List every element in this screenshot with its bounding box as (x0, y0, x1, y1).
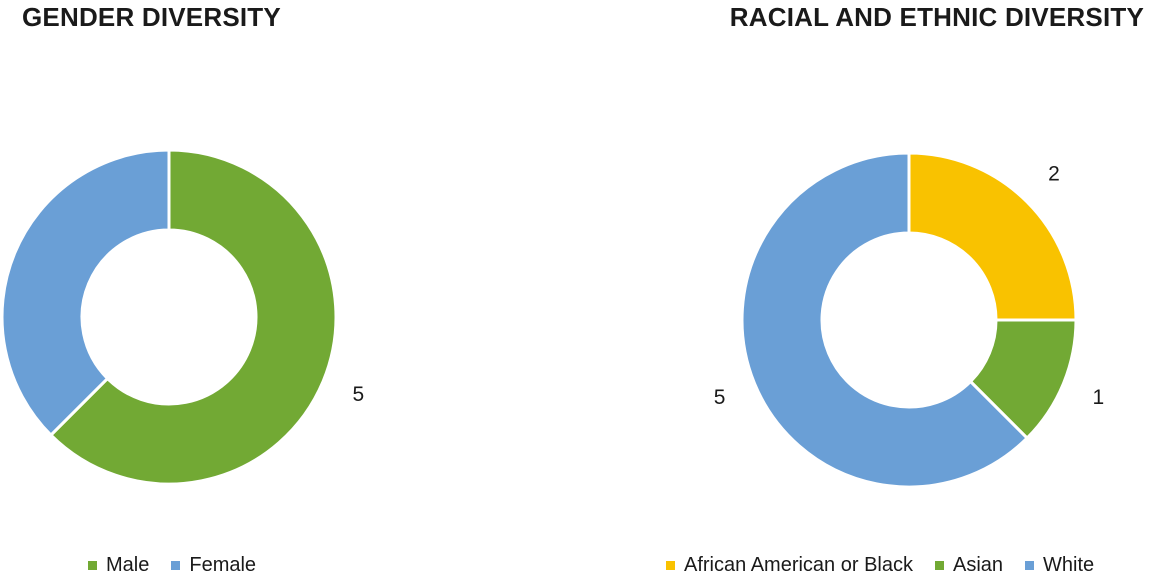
race-legend-label-african-american-or-black: African American or Black (684, 554, 913, 576)
race-data-label-white: 5 (714, 386, 726, 409)
gender-legend-label-female: Female (189, 554, 257, 576)
race-data-label-african-american-or-black: 2 (1048, 163, 1060, 186)
race-legend-swatch-white (1025, 561, 1035, 570)
race-legend-item-african-american-or-black: African American or Black (666, 554, 913, 577)
race-legend-item-asian: Asian (934, 554, 1004, 577)
race-slice-white (740, 151, 1029, 489)
gender-legend-label-male: Male (106, 554, 150, 576)
race-legend-label-white: White (1043, 554, 1095, 576)
gender-slice-male (49, 148, 338, 486)
gender-data-label-male: 5 (353, 383, 365, 406)
gender-legend: Male Female (88, 554, 256, 577)
gender-legend-swatch-male (88, 561, 97, 570)
gender-chart-title: GENDER DIVERSITY (22, 2, 281, 32)
race-data-label-asian: 1 (1093, 386, 1105, 409)
race-slice-african-american-or-black (907, 151, 1078, 322)
gender-legend-swatch-female (171, 561, 181, 570)
race-legend-swatch-african-american-or-black (666, 561, 675, 570)
race-legend: African American or Black Asian White (666, 554, 1094, 577)
race-chart-title: RACIAL AND ETHNIC DIVERSITY (729, 2, 1144, 32)
race-legend-swatch-asian (934, 561, 944, 570)
race-legend-label-asian: Asian (952, 554, 1004, 576)
gender-slice-female (0, 148, 171, 437)
race-legend-item-white: White (1025, 554, 1094, 577)
gender-legend-item-male: Male (88, 554, 149, 577)
gender-legend-item-female: Female (171, 554, 256, 577)
